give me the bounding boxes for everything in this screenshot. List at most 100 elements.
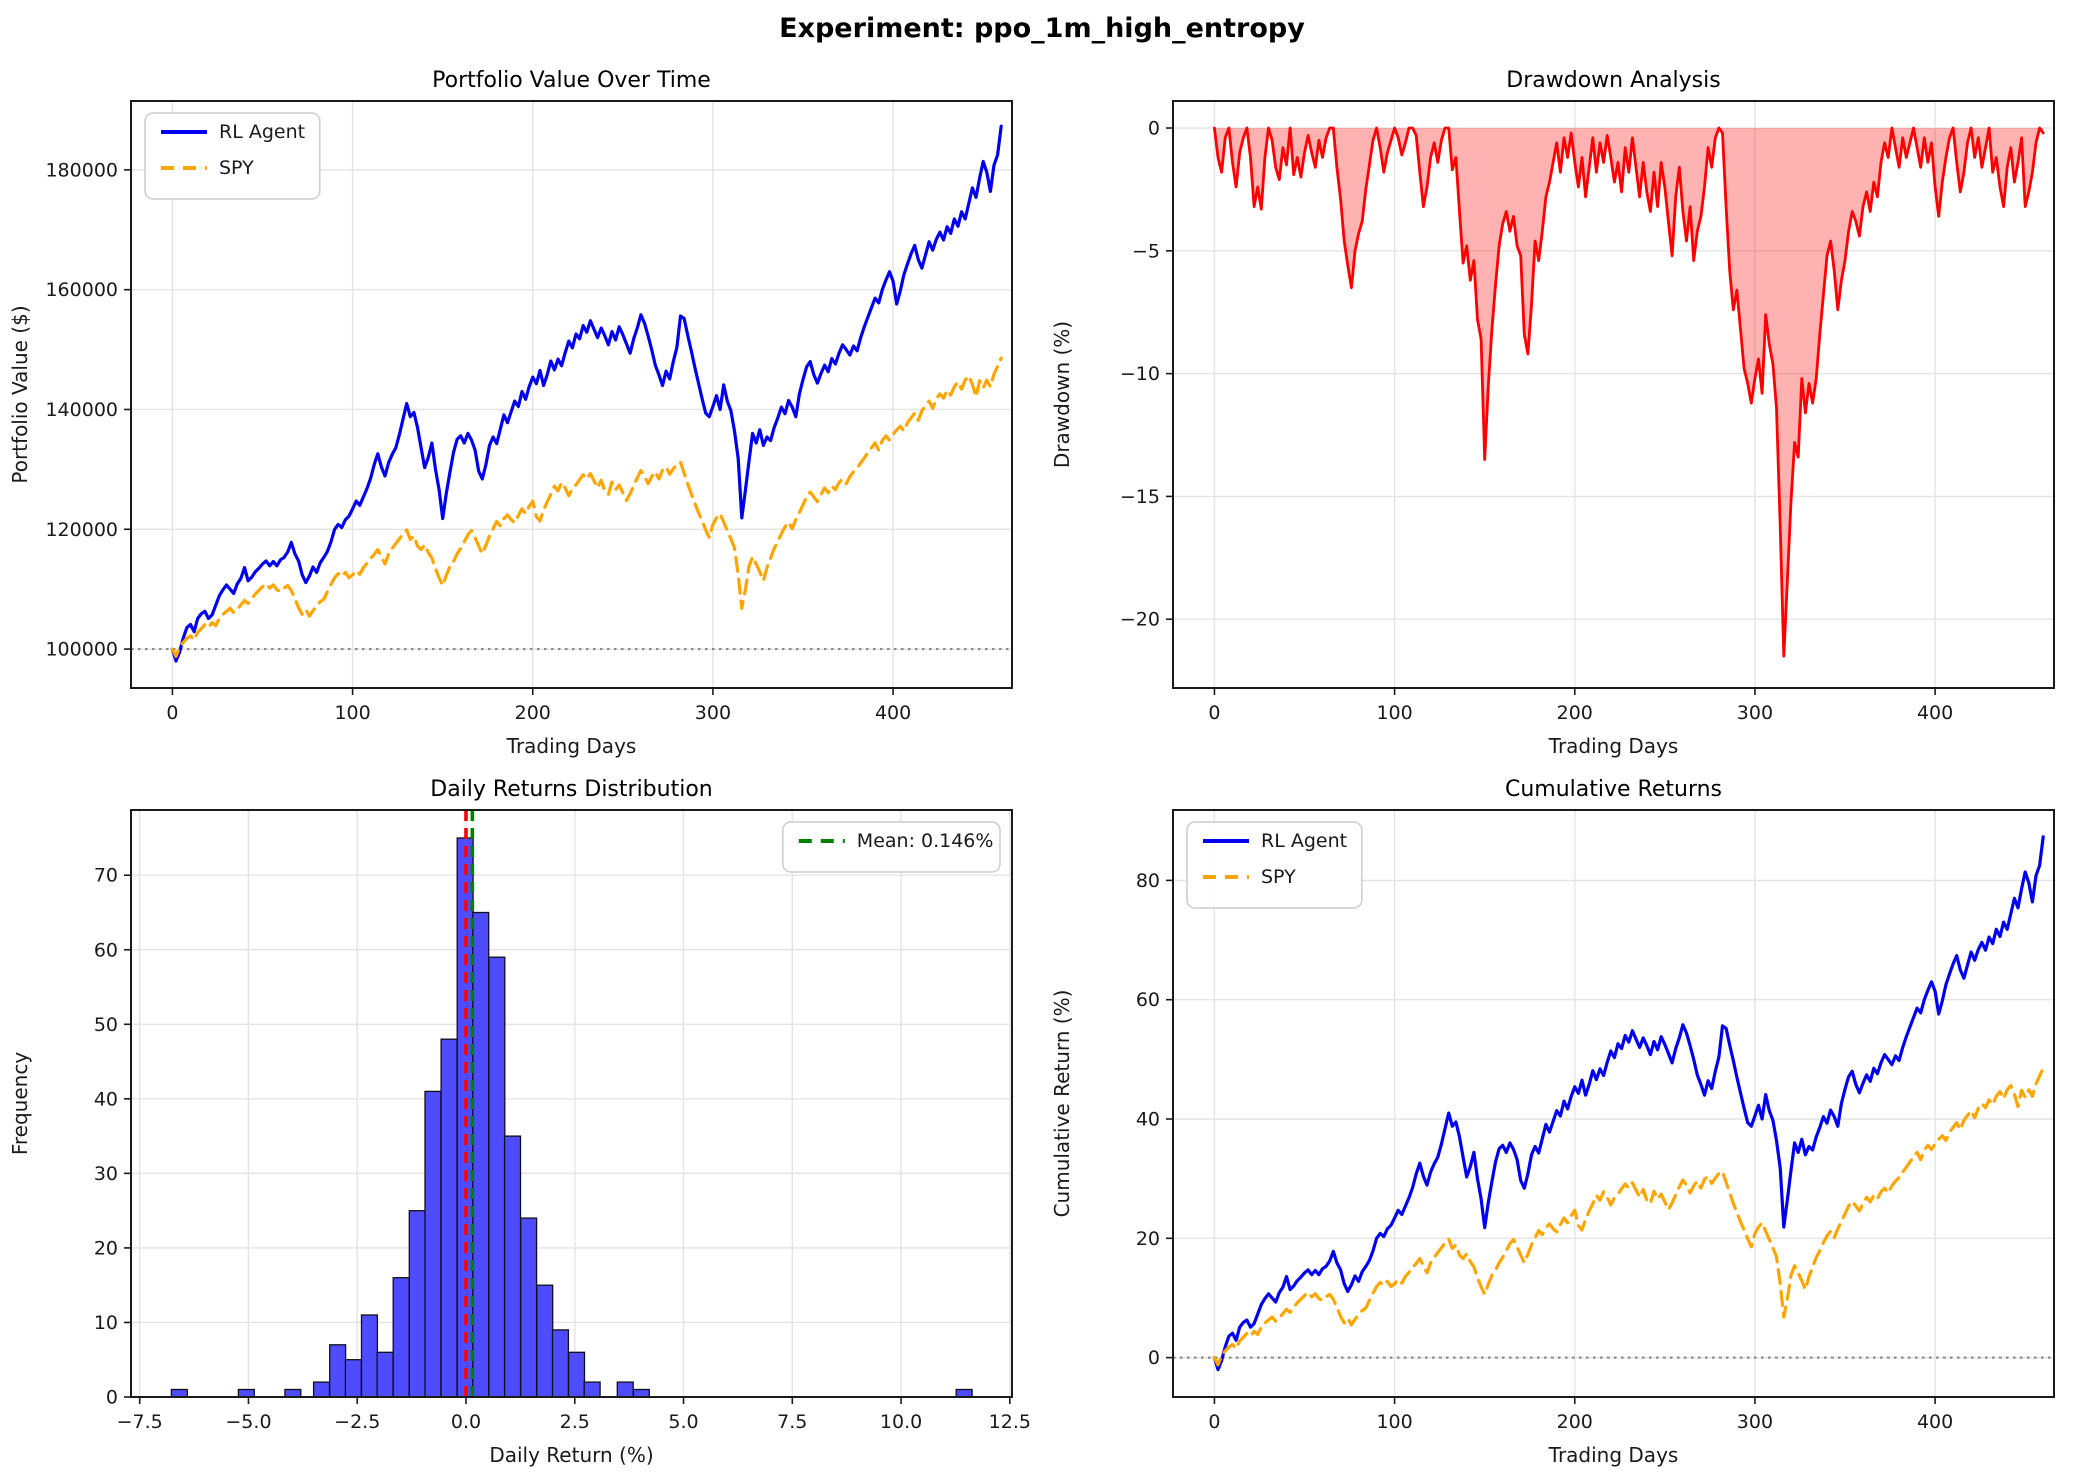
svg-text:12.5: 12.5	[989, 1411, 1031, 1433]
legend-label: RL Agent	[219, 121, 305, 143]
svg-text:100000: 100000	[45, 639, 118, 661]
svg-text:−2.5: −2.5	[334, 1411, 380, 1433]
series-line-rl-agent	[1212, 835, 2045, 1372]
histogram-bars	[170, 837, 973, 1398]
panel-daily-returns: −7.5 −5.0 −2.5 0.0 2.5 5.0 7.5 10.0 12.5 0 10 20 30 4…	[0, 765, 1042, 1475]
svg-text:160000: 160000	[45, 279, 118, 301]
y-axis-label: Frequency	[8, 1052, 32, 1155]
svg-text:100: 100	[1376, 1411, 1412, 1433]
svg-text:40: 40	[1136, 1109, 1160, 1131]
histogram-bar	[616, 1381, 634, 1398]
tick-labels: 0 100 200 300 400 100000 120000 140000 160000 180…	[45, 159, 911, 724]
histogram-bar	[284, 1388, 302, 1398]
histogram-bar	[344, 1359, 362, 1398]
svg-text:100: 100	[334, 702, 370, 724]
histogram-bar	[488, 956, 506, 1398]
svg-text:80: 80	[1136, 870, 1160, 892]
svg-text:120000: 120000	[45, 519, 118, 541]
svg-text:300: 300	[1737, 702, 1773, 724]
histogram-bar	[551, 1329, 570, 1398]
subplot-title: Cumulative Returns	[1505, 777, 1722, 802]
svg-text:30: 30	[94, 1163, 118, 1185]
histogram-bar	[583, 1381, 601, 1398]
svg-text:200: 200	[515, 702, 551, 724]
svg-text:−7.5: −7.5	[117, 1411, 163, 1433]
y-axis-label: Portfolio Value ($)	[8, 305, 32, 483]
svg-text:−20: −20	[1120, 609, 1160, 631]
panel-portfolio-value: 0 100 200 300 400 100000 120000 140000 160000 180…	[0, 56, 1042, 765]
axes-spines	[130, 809, 1013, 1398]
legend: Mean: 0.146%	[782, 821, 1001, 873]
svg-text:300: 300	[1737, 1411, 1773, 1433]
histogram-bar	[520, 1217, 538, 1398]
series-line-rl-agent	[170, 124, 1003, 663]
legend-label: Mean: 0.146%	[857, 830, 994, 852]
tick-labels: 0 100 200 300 400 0 20 40 60 80	[1136, 870, 1953, 1433]
series-line-drawdown	[1213, 126, 2045, 658]
drawdown-chart: 0 100 200 300 400 0 −5 −10 −15 −20 Drawdown Analys…	[1050, 68, 2055, 758]
svg-text:400: 400	[1917, 702, 1953, 724]
y-axis-label: Cumulative Return (%)	[1050, 990, 1074, 1218]
grid-lines	[131, 101, 1012, 688]
svg-text:−10: −10	[1120, 363, 1160, 385]
portfolio-value-chart: 0 100 200 300 400 100000 120000 140000 160000 180…	[8, 68, 1013, 758]
svg-text:400: 400	[1917, 1411, 1953, 1433]
subplot-title: Portfolio Value Over Time	[432, 68, 711, 93]
histogram-bar	[170, 1388, 188, 1398]
svg-text:0.0: 0.0	[451, 1411, 481, 1433]
histogram-bar	[503, 1135, 522, 1398]
histogram-bar	[472, 911, 490, 1398]
legend-label: RL Agent	[1261, 830, 1347, 852]
histogram-bar	[440, 1038, 458, 1398]
svg-text:300: 300	[695, 702, 731, 724]
svg-text:−15: −15	[1120, 486, 1160, 508]
grid-lines	[1173, 101, 2054, 688]
axes-spines	[1172, 100, 2055, 689]
histogram-bar	[632, 1388, 650, 1398]
y-axis-label: Drawdown (%)	[1050, 321, 1074, 468]
svg-text:50: 50	[94, 1014, 118, 1036]
tick-labels: 0 100 200 300 400 0 −5 −10 −15 −20	[1120, 118, 1953, 724]
svg-text:200: 200	[1557, 1411, 1593, 1433]
series-line-spy	[170, 356, 1003, 658]
legend: RL Agent SPY	[1186, 821, 1363, 909]
subplot-grid: 0 100 200 300 400 100000 120000 140000 160000 180…	[0, 56, 2084, 1475]
cumulative-returns-chart: 0 100 200 300 400 0 20 40 60 80 Cumulative Returns…	[1050, 777, 2055, 1467]
figure-title: Experiment: ppo_1m_high_entropy	[779, 13, 1305, 44]
svg-text:100: 100	[1376, 702, 1412, 724]
area-fill-drawdown	[1214, 128, 2044, 657]
svg-text:−5.0: −5.0	[225, 1411, 271, 1433]
histogram-bar	[376, 1351, 394, 1398]
svg-text:2.5: 2.5	[560, 1411, 590, 1433]
daily-returns-histogram: −7.5 −5.0 −2.5 0.0 2.5 5.0 7.5 10.0 12.5 0 10 20 30 4…	[8, 777, 1031, 1467]
histogram-bar	[955, 1388, 973, 1398]
panel-drawdown: 0 100 200 300 400 0 −5 −10 −15 −20 Drawdown Analys…	[1042, 56, 2084, 765]
svg-text:40: 40	[94, 1088, 118, 1110]
histogram-bar	[312, 1381, 331, 1398]
subplot-title: Daily Returns Distribution	[430, 777, 712, 802]
legend-label: SPY	[1261, 866, 1296, 888]
x-axis-label: Daily Return (%)	[489, 1443, 653, 1467]
histogram-bar	[567, 1351, 586, 1398]
axes-spines	[130, 100, 1013, 689]
svg-text:−5: −5	[1132, 240, 1160, 262]
svg-text:60: 60	[94, 939, 118, 961]
histogram-bar	[237, 1388, 255, 1398]
svg-text:0: 0	[1208, 1411, 1220, 1433]
axes-spines	[1172, 809, 2055, 1398]
svg-text:60: 60	[1136, 989, 1160, 1011]
panel-cumulative-returns: 0 100 200 300 400 0 20 40 60 80 Cumulative Returns…	[1042, 765, 2084, 1475]
svg-text:20: 20	[1136, 1228, 1160, 1250]
svg-text:5.0: 5.0	[668, 1411, 698, 1433]
svg-text:0: 0	[106, 1387, 118, 1409]
svg-text:200: 200	[1557, 702, 1593, 724]
svg-text:10.0: 10.0	[880, 1411, 922, 1433]
svg-text:70: 70	[94, 865, 118, 887]
svg-text:20: 20	[94, 1237, 118, 1259]
series-line-spy	[1212, 1066, 2045, 1367]
subplot-title: Drawdown Analysis	[1506, 68, 1720, 93]
legend: RL Agent SPY	[144, 112, 321, 200]
tick-labels: −7.5 −5.0 −2.5 0.0 2.5 5.0 7.5 10.0 12.5 0 10 20 30 4…	[94, 865, 1031, 1433]
svg-text:400: 400	[875, 702, 911, 724]
